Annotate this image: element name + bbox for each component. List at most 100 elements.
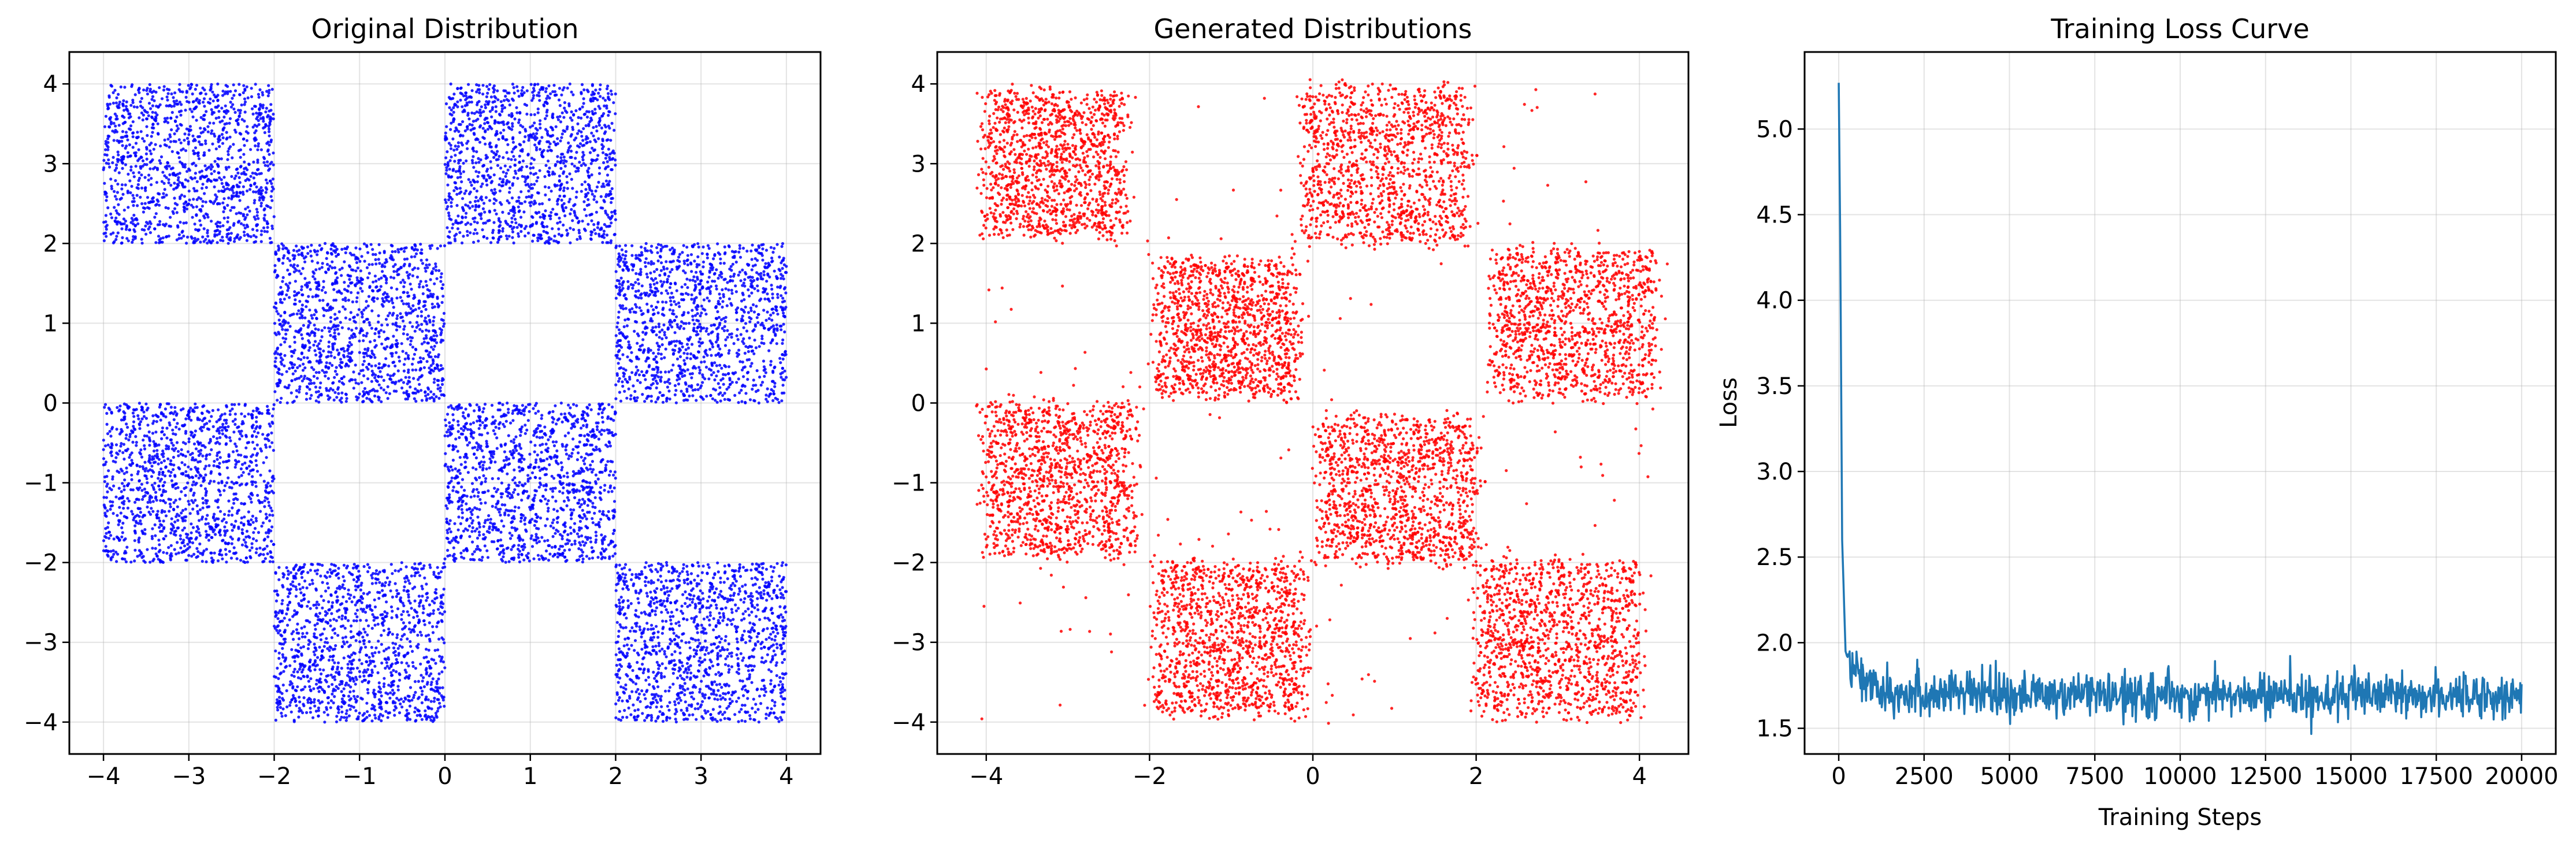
- scatter-point: [260, 229, 263, 233]
- scatter-point: [722, 293, 725, 296]
- scatter-point: [142, 113, 145, 117]
- scatter-point: [386, 373, 389, 377]
- scatter-point: [218, 176, 221, 180]
- scatter-point: [632, 283, 635, 287]
- scatter-point: [392, 276, 396, 280]
- scatter-point: [717, 370, 720, 373]
- scatter-point: [195, 84, 199, 87]
- scatter-point: [618, 332, 621, 335]
- scatter-point: [172, 104, 176, 108]
- scatter-point: [655, 268, 659, 271]
- scatter-point: [544, 209, 547, 213]
- scatter-point: [552, 140, 556, 144]
- scatter-point: [172, 187, 176, 191]
- scatter-point: [157, 235, 161, 238]
- scatter-point: [482, 221, 485, 225]
- scatter-point: [172, 99, 176, 103]
- scatter-point: [529, 166, 532, 170]
- scatter-point: [324, 291, 327, 294]
- scatter-point: [749, 365, 752, 368]
- scatter-point: [485, 236, 489, 240]
- scatter-point: [166, 206, 170, 210]
- scatter-point: [249, 174, 253, 178]
- scatter-point: [325, 387, 328, 391]
- scatter-point: [200, 169, 203, 173]
- scatter-point: [675, 323, 679, 326]
- scatter-point: [272, 187, 275, 191]
- scatter-point: [658, 273, 662, 277]
- scatter-point: [344, 296, 347, 300]
- scatter-point: [612, 101, 615, 105]
- scatter-point: [270, 161, 273, 164]
- scatter-point: [645, 397, 648, 400]
- scatter-point: [125, 237, 129, 240]
- scatter-point: [590, 213, 593, 216]
- scatter-point: [617, 310, 621, 314]
- scatter-point: [512, 155, 515, 158]
- scatter-point: [524, 128, 527, 131]
- scatter-point: [526, 231, 530, 235]
- scatter-point: [358, 392, 361, 396]
- scatter-point: [120, 139, 124, 143]
- scatter-point: [459, 98, 462, 102]
- scatter-point: [277, 244, 280, 248]
- scatter-point: [454, 154, 457, 157]
- scatter-point: [255, 207, 258, 211]
- scatter-point: [400, 386, 404, 390]
- scatter-point: [507, 91, 511, 95]
- scatter-point: [652, 270, 656, 273]
- scatter-point: [421, 262, 425, 265]
- scatter-point: [366, 304, 370, 308]
- scatter-point: [345, 289, 348, 292]
- scatter-point: [447, 175, 451, 179]
- scatter-point: [549, 148, 552, 152]
- scatter-point: [359, 329, 363, 332]
- scatter-point: [760, 341, 763, 345]
- scatter-point: [170, 92, 173, 96]
- scatter-point: [222, 176, 226, 179]
- scatter-point: [233, 89, 237, 92]
- scatter-point: [206, 166, 209, 170]
- scatter-point: [778, 356, 782, 360]
- scatter-point: [192, 139, 195, 143]
- scatter-point: [665, 300, 668, 304]
- scatter-point: [671, 309, 675, 313]
- scatter-point: [410, 255, 413, 259]
- scatter-point: [580, 83, 584, 86]
- scatter-point: [179, 113, 183, 117]
- scatter-point: [149, 222, 153, 225]
- scatter-point: [302, 257, 306, 260]
- scatter-point: [274, 365, 278, 369]
- scatter-point: [673, 384, 677, 388]
- scatter-point: [406, 356, 410, 359]
- scatter-point: [333, 280, 337, 284]
- scatter-point: [493, 119, 497, 122]
- scatter-point: [724, 287, 727, 291]
- scatter-point: [510, 128, 514, 131]
- scatter-point: [371, 373, 374, 377]
- scatter-point: [222, 197, 226, 200]
- scatter-point: [121, 144, 124, 147]
- scatter-point: [634, 281, 637, 284]
- scatter-point: [663, 244, 667, 248]
- scatter-point: [717, 276, 720, 280]
- scatter-point: [454, 144, 457, 148]
- scatter-point: [462, 209, 466, 213]
- scatter-point: [141, 165, 144, 168]
- scatter-point: [461, 105, 464, 109]
- scatter-point: [624, 307, 628, 310]
- scatter-point: [115, 114, 118, 118]
- scatter-point: [352, 333, 357, 336]
- scatter-point: [221, 235, 224, 239]
- scatter-point: [128, 112, 132, 116]
- scatter-point: [611, 157, 615, 160]
- scatter-point: [506, 121, 510, 124]
- scatter-point: [225, 235, 229, 239]
- scatter-point: [550, 211, 553, 214]
- scatter-point: [254, 136, 257, 140]
- scatter-point: [668, 341, 671, 344]
- scatter-point: [485, 95, 489, 99]
- scatter-point: [450, 155, 453, 159]
- scatter-point: [288, 345, 292, 348]
- scatter-point: [761, 247, 764, 251]
